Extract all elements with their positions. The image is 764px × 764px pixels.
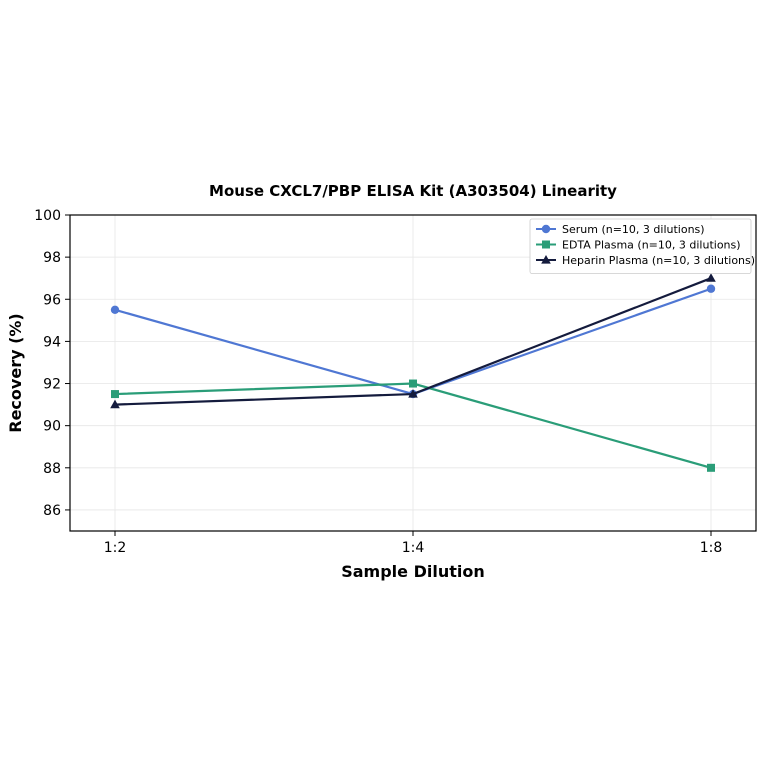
series-3 bbox=[110, 273, 716, 409]
legend-item: EDTA Plasma (n=10, 3 dilutions) bbox=[536, 239, 741, 252]
y-tick-label: 100 bbox=[34, 208, 61, 224]
legend-label: Heparin Plasma (n=10, 3 dilutions) bbox=[562, 254, 755, 267]
x-tick-label: 1:4 bbox=[402, 540, 425, 556]
x-tick-label: 1:8 bbox=[700, 540, 723, 556]
data-point bbox=[111, 390, 119, 399]
data-point bbox=[408, 389, 418, 398]
legend-marker bbox=[541, 224, 551, 234]
legend-item: Heparin Plasma (n=10, 3 dilutions) bbox=[536, 254, 755, 267]
data-point bbox=[706, 284, 716, 293]
data-point bbox=[706, 273, 716, 282]
y-tick-label: 90 bbox=[43, 419, 61, 435]
y-tick-label: 92 bbox=[43, 377, 61, 393]
data-point bbox=[110, 305, 120, 314]
y-tick-label: 86 bbox=[43, 503, 61, 519]
legend: Serum (n=10, 3 dilutions) EDTA Plasma (n=… bbox=[529, 218, 755, 274]
y-tick-label: 94 bbox=[43, 334, 61, 350]
legend-label: EDTA Plasma (n=10, 3 dilutions) bbox=[562, 239, 741, 252]
legend-label: Serum (n=10, 3 dilutions) bbox=[562, 223, 705, 236]
y-tick-label: 88 bbox=[43, 461, 61, 477]
y-tick-label: 98 bbox=[43, 250, 61, 266]
legend-box bbox=[529, 218, 752, 274]
data-point bbox=[110, 399, 120, 409]
data-point bbox=[409, 379, 417, 388]
series-layer bbox=[110, 273, 716, 472]
x-tick-label: 1:2 bbox=[104, 540, 127, 556]
legend-marker bbox=[542, 240, 550, 249]
y-tick-label: 96 bbox=[43, 292, 61, 308]
chart-title: Mouse CXCL7/PBP ELISA Kit (A303504) Line… bbox=[209, 182, 617, 200]
y-axis-label: Recovery (%) bbox=[6, 313, 25, 432]
axes: 86 88 90 92 94 96 98 100 1:2 1:4 1:8 bbox=[34, 208, 722, 556]
legend-marker bbox=[541, 255, 551, 264]
series-2 bbox=[111, 379, 715, 472]
legend-item: Serum (n=10, 3 dilutions) bbox=[536, 223, 705, 236]
x-axis-label: Sample Dilution bbox=[341, 562, 485, 581]
data-point bbox=[707, 463, 715, 472]
